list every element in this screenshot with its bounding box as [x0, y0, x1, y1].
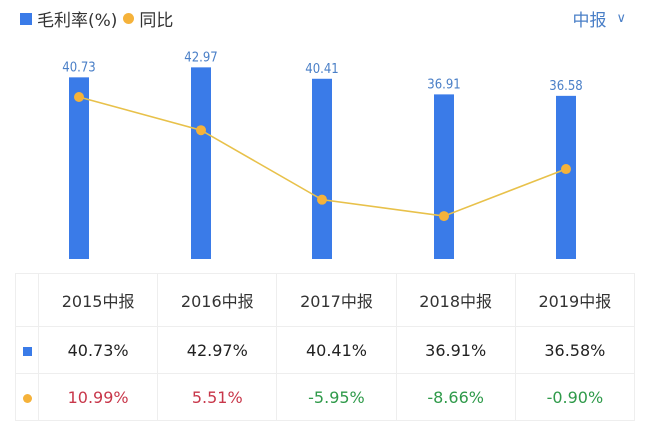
line-dot-icon: [22, 393, 32, 403]
line-legend-icon: [123, 13, 135, 24]
header-cell: 2019中报: [514, 273, 636, 327]
yoy-cell: -0.90%: [514, 373, 636, 421]
yoy-point: [439, 211, 449, 222]
data-table: 2015中报 2016中报 2017中报 2018中报 2019中报 40.73% 42.…: [15, 273, 636, 421]
legend-bar-label: 毛利率(%): [37, 11, 118, 31]
bar: [312, 78, 332, 260]
margin-cell: 40.41%: [276, 326, 397, 374]
bar-square-icon: [22, 346, 32, 356]
yoy-point: [196, 125, 206, 136]
period-dropdown[interactable]: 中报 ∨: [572, 6, 626, 31]
yoy-cell: -8.66%: [395, 373, 516, 421]
bar-value-label: 42.97: [184, 50, 217, 65]
bar: [191, 67, 211, 260]
bar-value-label: 40.73: [62, 60, 95, 75]
bar: [434, 94, 454, 259]
margin-cell: 36.58%: [514, 326, 636, 374]
corner-cell: [15, 273, 39, 327]
yoy-cell: -5.95%: [276, 373, 397, 421]
bar-value-label: 36.91: [427, 77, 460, 92]
line-key-cell: [15, 373, 39, 421]
bar-legend-icon: [20, 12, 32, 25]
bar-value-label: 36.58: [549, 79, 582, 94]
margin-cell: 42.97%: [157, 326, 278, 374]
bar: [556, 95, 576, 259]
header-cell: 2016中报: [157, 273, 278, 327]
margin-cell: 40.73%: [37, 326, 159, 374]
header-cell: 2017中报: [276, 273, 397, 327]
period-label: 中报: [572, 11, 607, 31]
legend: 毛利率(%) 同比: [20, 6, 173, 31]
header-cell: 2018中报: [395, 273, 516, 327]
legend-line-label: 同比: [139, 11, 174, 31]
yoy-cell: 10.99%: [37, 373, 159, 421]
header-cell: 2015中报: [37, 273, 159, 327]
chart: 40.73 42.97 40.41 36.91 36.58: [62, 50, 583, 260]
yoy-point: [317, 194, 327, 205]
margin-cell: 36.91%: [395, 326, 516, 374]
chevron-down-icon: ∨: [616, 11, 626, 26]
yoy-cell: 5.51%: [157, 373, 278, 421]
bar-value-label: 40.41: [305, 62, 338, 77]
yoy-point: [561, 164, 571, 175]
bar-key-cell: [15, 326, 39, 374]
yoy-point: [74, 92, 84, 103]
bar: [69, 77, 89, 259]
